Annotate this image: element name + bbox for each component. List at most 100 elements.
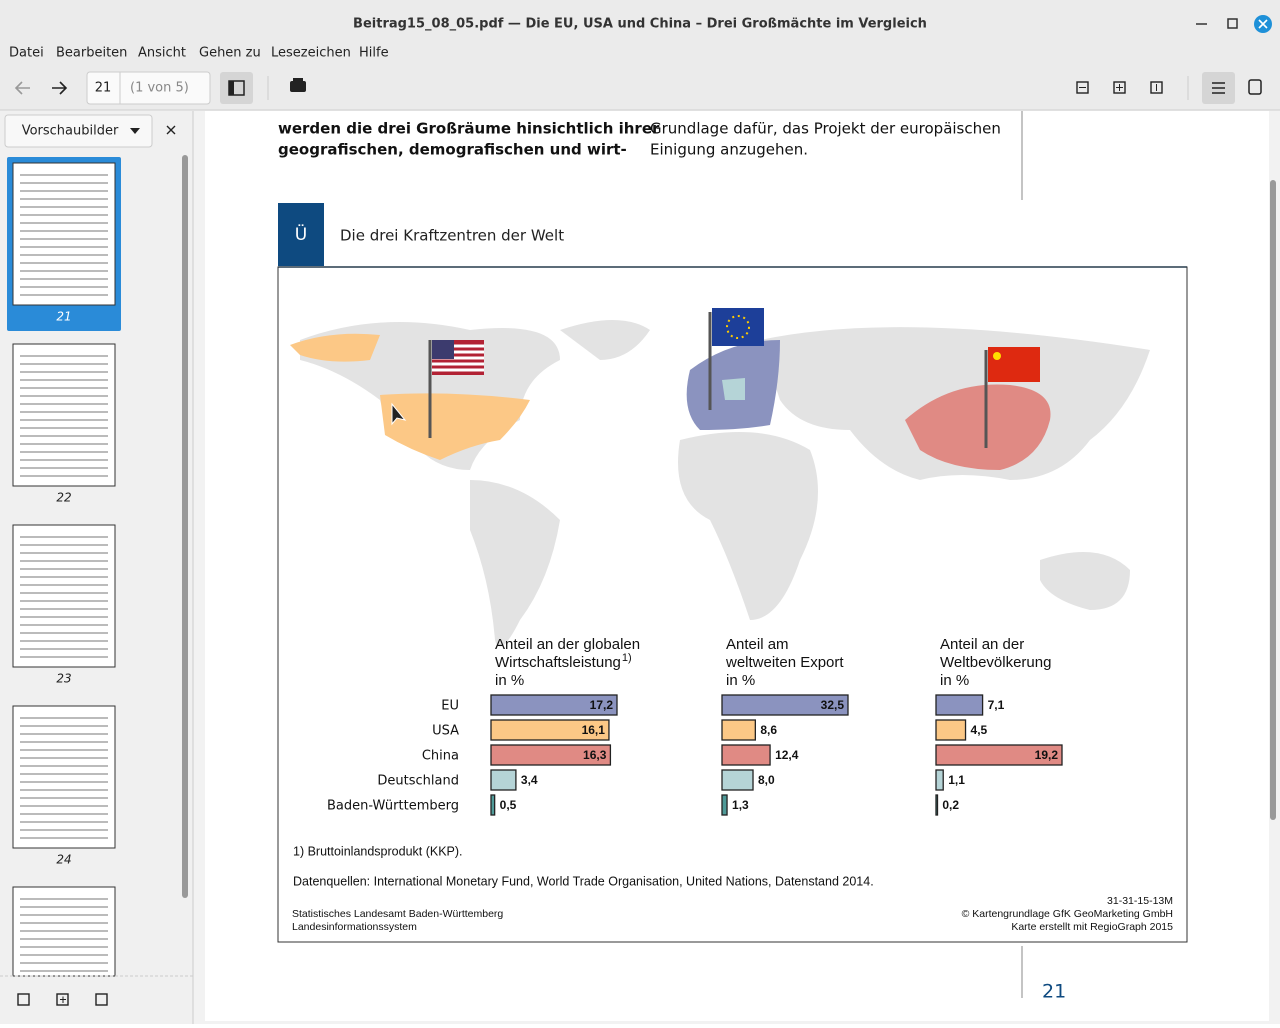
bar: [721, 794, 728, 816]
maximize[interactable]: [1227, 18, 1238, 29]
value-label: 3,4: [521, 773, 538, 787]
bar: [935, 694, 984, 716]
body-text: geografischen, demografischen und wirt-: [278, 141, 627, 159]
bar: [721, 769, 754, 791]
credit: Statistisches Landesamt Baden-Württember…: [292, 908, 503, 920]
box-letter: Ü: [295, 223, 307, 245]
panel-heading: in %: [495, 672, 524, 689]
bar: [490, 769, 517, 791]
mouse-cursor: [391, 402, 407, 426]
zoom-out[interactable]: [1076, 81, 1089, 94]
window-title: Beitrag15_08_05.pdf — Die EU, USA und Ch…: [353, 17, 927, 32]
panel-heading: weltweiten Export: [725, 654, 844, 671]
bar: [490, 719, 610, 741]
thumb-zoom-in[interactable]: [56, 993, 69, 1006]
menu-item[interactable]: Datei: [9, 46, 44, 61]
menu-item[interactable]: Gehen zu: [199, 46, 261, 61]
page-input-box[interactable]: [86, 71, 211, 105]
panel-heading: Anteil an der globalen: [495, 636, 640, 653]
bar: [490, 694, 618, 716]
zoom-in[interactable]: [1113, 81, 1126, 94]
print-button[interactable]: [290, 81, 306, 92]
panel-heading: in %: [726, 672, 755, 689]
row-label: China: [422, 749, 459, 764]
us-stripes: [432, 344, 484, 372]
panel-heading: Anteil am: [726, 636, 789, 653]
cn-star: [993, 352, 1001, 360]
close-icon: [1258, 19, 1268, 29]
value-label: 1,3: [732, 798, 749, 812]
sources: Datenquellen: International Monetary Fun…: [293, 874, 874, 888]
value-label: 8,6: [760, 723, 777, 737]
dropdown-label: Vorschaubilder: [22, 124, 119, 139]
body-text: werden die drei Großräume hinsichtlich i…: [278, 120, 660, 138]
thumb-label: 23: [56, 672, 71, 686]
menu-item[interactable]: Bearbeiten: [56, 46, 127, 61]
bar: [490, 744, 612, 766]
thumbnail[interactable]: [12, 343, 116, 487]
thumb-zoom-out[interactable]: [17, 993, 30, 1006]
panel-heading: in %: [940, 672, 969, 689]
row-label: Deutschland: [377, 774, 459, 789]
thumb-label: 24: [56, 853, 71, 867]
dropdown-arrow: [130, 128, 140, 134]
sidebar-toggle[interactable]: [220, 72, 253, 104]
sidebar-scrollbar[interactable]: [182, 155, 188, 898]
value-label: 32,5: [821, 698, 845, 712]
australia: [1040, 552, 1130, 610]
row-label: EU: [441, 699, 459, 714]
value-label: 16,1: [582, 723, 606, 737]
value-label: 7,1: [988, 698, 1005, 712]
menu-item[interactable]: Hilfe: [359, 46, 389, 61]
header-bg: [0, 0, 1280, 110]
thumb-label: 22: [56, 491, 71, 505]
page-number: 21: [1042, 981, 1066, 1003]
back-button[interactable]: [14, 81, 30, 95]
bar: [935, 769, 944, 791]
usa: [380, 393, 530, 460]
sidebar-close[interactable]: [166, 125, 176, 135]
sidebar-dropdown[interactable]: [4, 114, 153, 148]
alaska: [290, 333, 380, 362]
panel-heading: Anteil an der: [940, 636, 1024, 653]
sidebar-icon-pane: [229, 81, 234, 95]
page-input[interactable]: 21: [95, 81, 112, 96]
zoom-original[interactable]: [1150, 81, 1163, 94]
menu-item[interactable]: Lesezeichen: [271, 46, 351, 61]
bar: [935, 794, 939, 816]
bar: [935, 719, 967, 741]
box-badge: [278, 203, 324, 266]
thumb-label: 21: [56, 310, 71, 324]
value-label: 8,0: [758, 773, 775, 787]
value-label: 12,4: [775, 748, 799, 762]
row-label: USA: [432, 724, 459, 739]
thumb-fit[interactable]: [95, 993, 108, 1006]
bar: [721, 694, 849, 716]
thumbnail[interactable]: [12, 524, 116, 668]
thumbnail[interactable]: [12, 162, 116, 306]
forward-button[interactable]: [52, 81, 68, 95]
eu-flag: [712, 308, 764, 346]
continuous-icon: [1212, 82, 1225, 94]
value-label: 4,5: [971, 723, 988, 737]
body-text: Einigung anzugehen.: [650, 141, 808, 159]
flags: [428, 308, 1040, 448]
panel-heading: Weltbevölkerung: [940, 654, 1051, 671]
africa: [678, 432, 818, 620]
credit: Landesinformationssystem: [292, 921, 417, 933]
body-text: Grundlage dafür, das Projekt der europäi…: [650, 120, 1001, 138]
bar: [721, 744, 771, 766]
menu-item[interactable]: Ansicht: [138, 46, 186, 61]
footnote-mark: 1): [622, 652, 632, 664]
panel-heading: Wirtschaftsleistung: [495, 654, 621, 671]
value-label: 1,1: [948, 773, 965, 787]
credit: 31-31-15-13M: [1107, 895, 1173, 907]
zoom-in-icon: [1116, 84, 1123, 91]
thumbnail[interactable]: [12, 705, 116, 849]
dual-mode[interactable]: [1248, 79, 1262, 95]
china: [905, 384, 1051, 470]
south-america: [470, 480, 560, 647]
doc-scrollbar[interactable]: [1270, 180, 1276, 820]
greenland: [560, 320, 650, 360]
